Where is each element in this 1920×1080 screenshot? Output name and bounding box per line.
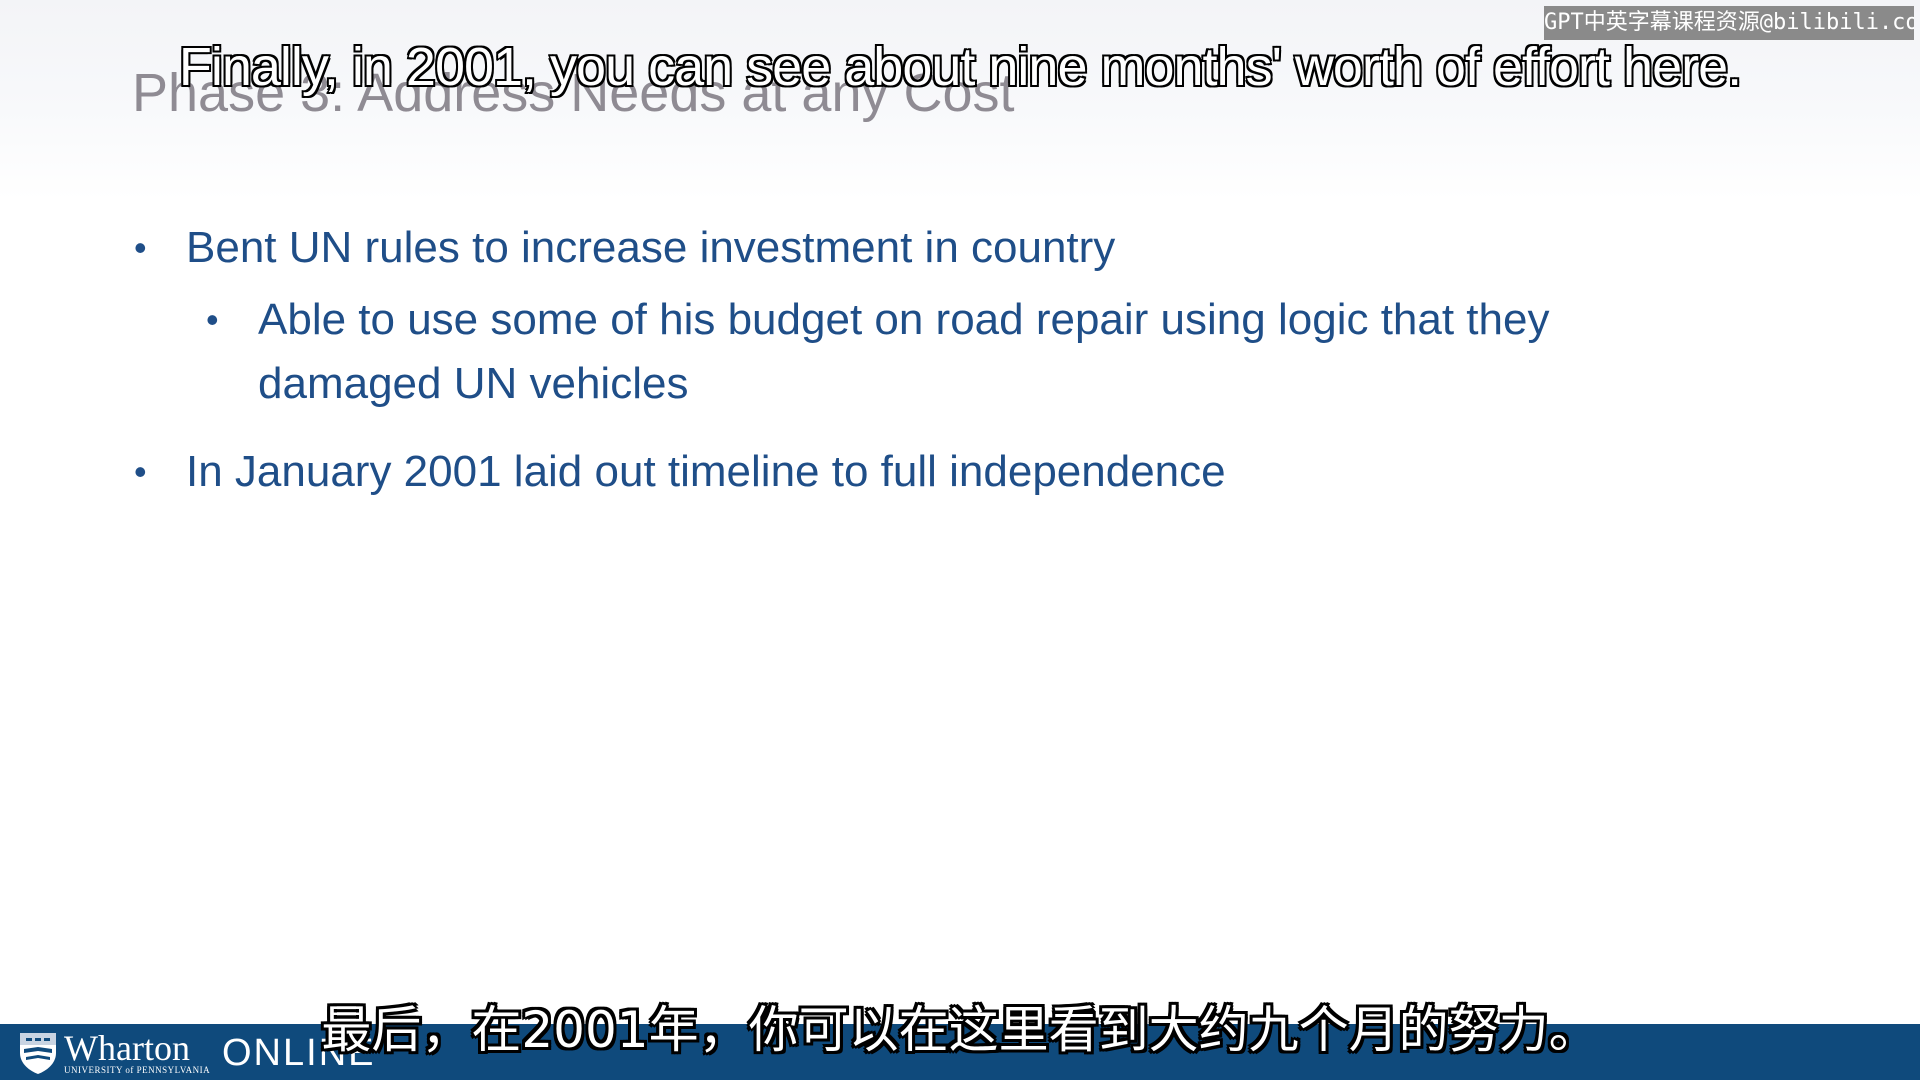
- chinese-subtitle: 最后，在2001年，你可以在这里看到大约九个月的努力。: [321, 1001, 1599, 1059]
- footer-bar: Wharton UNIVERSITY of PENNSYLVANIA ONLIN…: [0, 1024, 1920, 1080]
- brand-name: Wharton: [64, 1028, 190, 1068]
- bullet-text: In January 2001 laid out timeline to ful…: [186, 447, 1226, 496]
- bullet-text: Able to use some of his budget on road r…: [258, 295, 1550, 408]
- wordmark: Wharton UNIVERSITY of PENNSYLVANIA: [64, 1028, 211, 1075]
- penn-shield-icon: [20, 1033, 56, 1074]
- brand-subline: UNIVERSITY of PENNSYLVANIA: [64, 1065, 211, 1075]
- bullet-marker: •: [134, 451, 147, 492]
- bullet-marker: •: [206, 299, 219, 340]
- wharton-logo: Wharton UNIVERSITY of PENNSYLVANIA: [18, 1030, 210, 1076]
- watermark-label: GPT中英字幕课程资源@bilibili.com: [1544, 6, 1914, 40]
- english-subtitle: Finally, in 2001, you can see about nine…: [177, 36, 1743, 99]
- bullet-marker: •: [134, 227, 147, 268]
- bullet-text: Bent UN rules to increase investment in …: [186, 223, 1116, 272]
- slide-title: Phase 3: Address Needs at any Cost: [132, 63, 1015, 123]
- product-label: ONLINE: [222, 1032, 376, 1074]
